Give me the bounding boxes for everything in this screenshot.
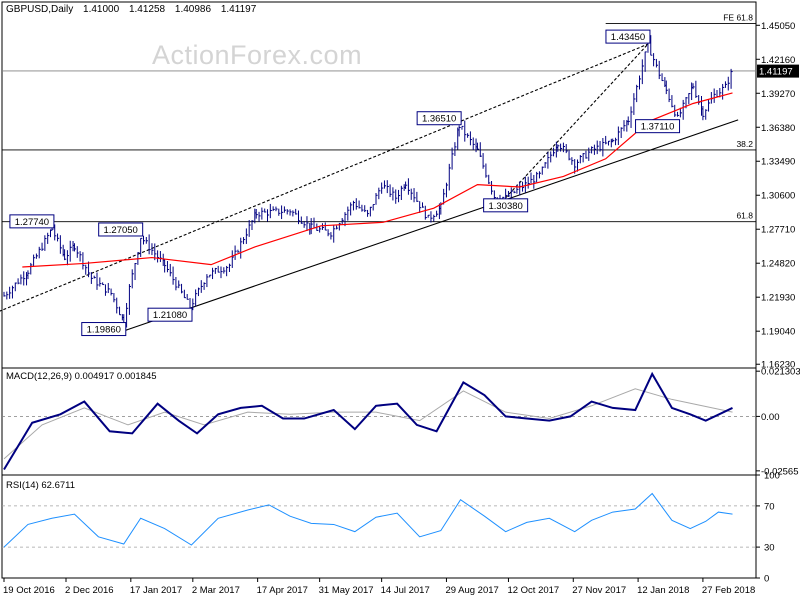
trendline (123, 119, 739, 332)
fib-level-label: 38.2 (736, 139, 753, 149)
high-value: 1.41258 (128, 4, 166, 15)
price-label-box (81, 322, 127, 337)
price-axis-label: 1.24820 (761, 259, 795, 270)
price-label: 1.27050 (104, 225, 138, 236)
x-axis-label: 17 Apr 2017 (257, 585, 308, 596)
trendline (0, 43, 649, 312)
price-label: 1.43450 (611, 32, 645, 43)
price-axis-label: 1.19040 (761, 327, 795, 338)
current-price-label: 1.41197 (759, 67, 793, 78)
x-axis-label: 14 Jul 2017 (381, 585, 430, 596)
x-axis-label: 2 Dec 2016 (65, 585, 114, 596)
price-label: 1.21080 (153, 310, 187, 321)
price-label-box (98, 222, 144, 237)
price-bars (3, 35, 733, 328)
price-label: 1.30380 (488, 201, 522, 212)
rsi-axis-label: 70 (764, 501, 775, 512)
open-value: 1.41000 (83, 4, 120, 15)
low-value: 1.40986 (174, 4, 212, 15)
macd-pane-frame (1, 367, 757, 476)
x-axis-label: 27 Nov 2017 (572, 585, 626, 596)
x-axis-label: 29 Aug 2017 (445, 585, 498, 596)
rsi-pane-frame (1, 474, 757, 579)
macd-axis-label: 0.021303 (761, 367, 800, 378)
rsi-line (3, 492, 733, 548)
price-label-box (605, 29, 651, 44)
price-axis-label: 1.33490 (761, 157, 795, 168)
macd-line (3, 371, 733, 470)
x-axis-label: 2 Mar 2017 (192, 585, 240, 596)
price-axis-label: 1.42160 (761, 55, 795, 66)
fib-level-label: 61.8 (736, 211, 753, 221)
macd-axis-label: -0.02565 (761, 466, 799, 477)
price-label: 1.27740 (15, 217, 49, 228)
price-axis-label: 1.16230 (761, 360, 795, 371)
symbol-label: GBPUSD,Daily (6, 4, 74, 15)
close-value: 1.41197 (220, 4, 257, 15)
price-axis-label: 1.39270 (761, 89, 795, 100)
price-label: 1.37110 (641, 122, 675, 133)
price-label-box (9, 214, 55, 229)
macd-signal-line (3, 388, 733, 460)
price-axis-label: 1.30600 (761, 191, 795, 202)
price-label-box (416, 111, 462, 126)
chart-header: GBPUSD,Daily 1.41000 1.41258 1.40986 1.4… (6, 4, 263, 15)
price-axis-label: 1.36380 (761, 123, 795, 134)
moving-average-line (22, 92, 733, 268)
watermark: ActionForex.com (152, 40, 363, 70)
rsi-axis-label: 100 (764, 471, 780, 482)
price-axis-label: 1.45050 (761, 21, 795, 32)
fib-level-label: FE 61.8 (723, 13, 753, 23)
macd-title: MACD(12,26,9) 0.004917 0.001845 (6, 371, 157, 382)
price-label-box (147, 307, 193, 322)
price-axis-label: 1.27710 (761, 225, 795, 236)
rsi-title: RSI(14) 62.6711 (6, 480, 76, 491)
x-axis-label: 12 Jan 2018 (637, 585, 689, 596)
x-axis-label: 12 Oct 2017 (507, 585, 559, 596)
rsi-axis-label: 30 (764, 543, 775, 554)
price-label-box (483, 198, 529, 213)
price-label: 1.19860 (87, 325, 121, 336)
price-pane-frame (1, 1, 757, 369)
price-label: 1.36510 (422, 114, 456, 125)
x-axis-label: 27 Feb 2018 (702, 585, 755, 596)
x-axis-label: 31 May 2017 (319, 585, 374, 596)
rsi-axis-label: 0 (764, 574, 769, 585)
x-axis-label: 17 Jan 2017 (130, 585, 182, 596)
price-label-box (635, 119, 681, 134)
macd-axis-label: 0.00 (761, 412, 780, 423)
x-axis-label: 19 Oct 2016 (3, 585, 55, 596)
price-axis-label: 1.21930 (761, 293, 795, 304)
current-price-box (757, 64, 799, 78)
